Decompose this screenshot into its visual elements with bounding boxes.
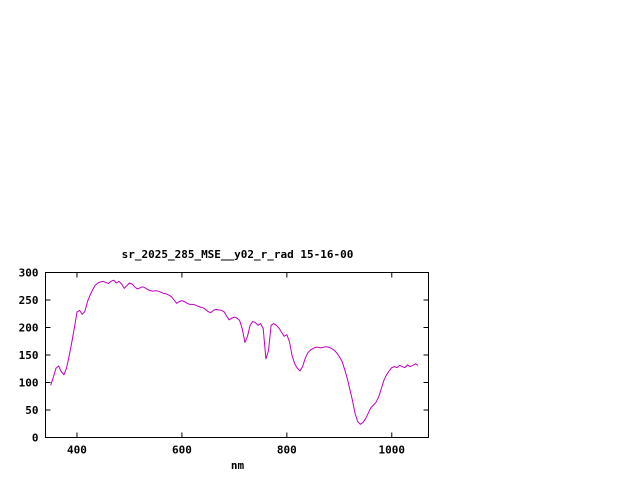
- y-tick-label: 200: [19, 322, 39, 335]
- x-axis-label: nm: [230, 459, 245, 472]
- y-tick-label: 50: [25, 404, 38, 417]
- x-tick-label: 600: [172, 444, 192, 457]
- chart-title: sr_2025_285_MSE__y02_r_rad 15-16-00: [121, 248, 354, 261]
- y-tick-label: 100: [19, 377, 39, 390]
- y-tick-label: 250: [19, 294, 39, 307]
- y-tick-label: 300: [19, 267, 39, 280]
- y-tick-label: 0: [32, 432, 39, 445]
- x-tick-label: 800: [277, 444, 297, 457]
- x-tick-label: 1000: [379, 444, 406, 457]
- plot-border: [45, 272, 429, 438]
- x-tick-label: 400: [67, 444, 87, 457]
- radiance-curve: [50, 279, 419, 425]
- y-tick-label: 150: [19, 349, 39, 362]
